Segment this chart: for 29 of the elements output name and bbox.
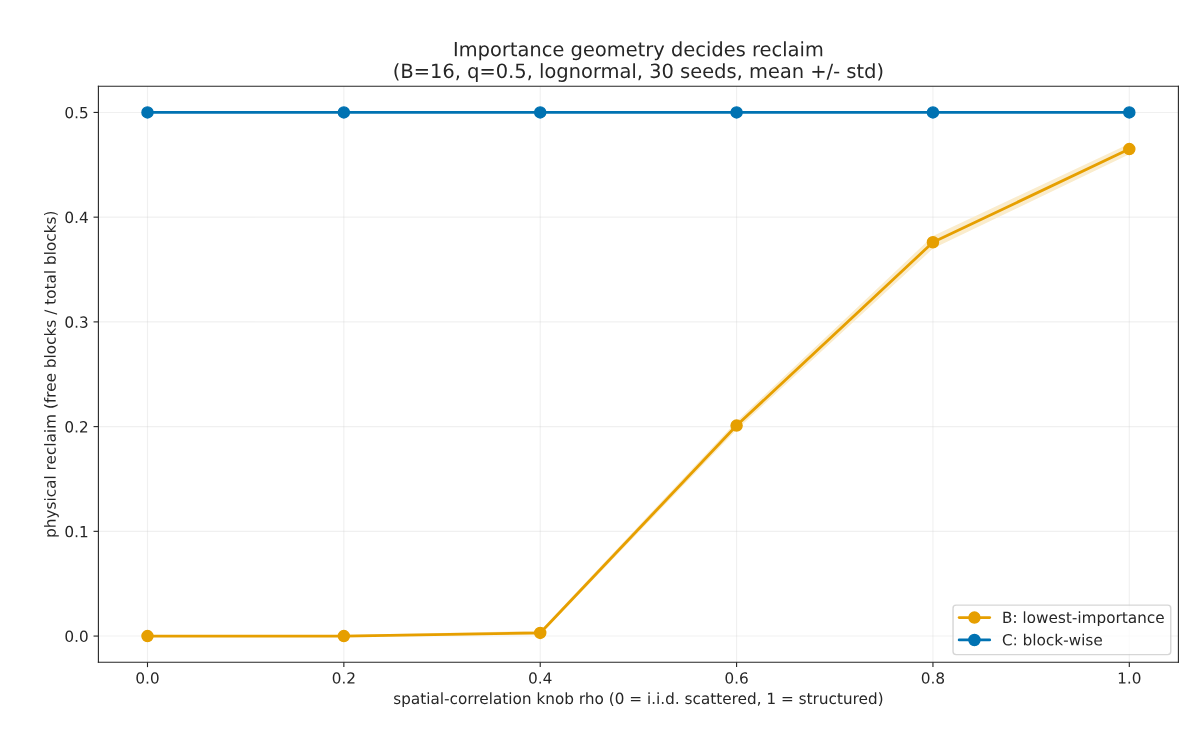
- y-tick-label: 0.4: [65, 211, 88, 224]
- y-axis-title: physical reclaim (free blocks / total blocks): [44, 211, 59, 537]
- point: [141, 106, 154, 119]
- y-tick-label: 0.3: [65, 316, 88, 328]
- x-tick-label: 0.2: [332, 672, 355, 684]
- point: [533, 106, 547, 119]
- point: [533, 626, 547, 640]
- x-tick-label: 0.0: [136, 672, 159, 684]
- x-tick-label: 0.4: [529, 672, 552, 684]
- point: [1123, 142, 1136, 156]
- x-tick-label: 0.8: [921, 672, 945, 684]
- legend-label: B: lowest-importance: [1003, 611, 1164, 627]
- x-tick-label: 1.0: [1118, 672, 1141, 684]
- y-tick-label: 0.0: [65, 630, 88, 643]
- point: [337, 629, 351, 643]
- x-tick-label: 0.6: [725, 672, 748, 684]
- point: [1123, 106, 1136, 119]
- point: [337, 106, 351, 119]
- x-axis-title: spatial-correlation knob rho (0 = i.i.d. scattered, 1 = structured): [394, 692, 883, 708]
- chart-title: Importance geometry decides reclaim (B=16, q=0.5, lognormal, 30 seeds, mean +/- std): [394, 41, 883, 82]
- y-tick-label: 0.1: [65, 525, 88, 538]
- point: [730, 419, 743, 432]
- point: [926, 106, 940, 119]
- y-tick-label: 0.5: [65, 106, 88, 119]
- point: [141, 629, 154, 643]
- point: [730, 106, 743, 119]
- legend-label: C: block-wise: [1002, 633, 1102, 646]
- point: [926, 236, 940, 249]
- y-tick-label: 0.2: [65, 421, 88, 433]
